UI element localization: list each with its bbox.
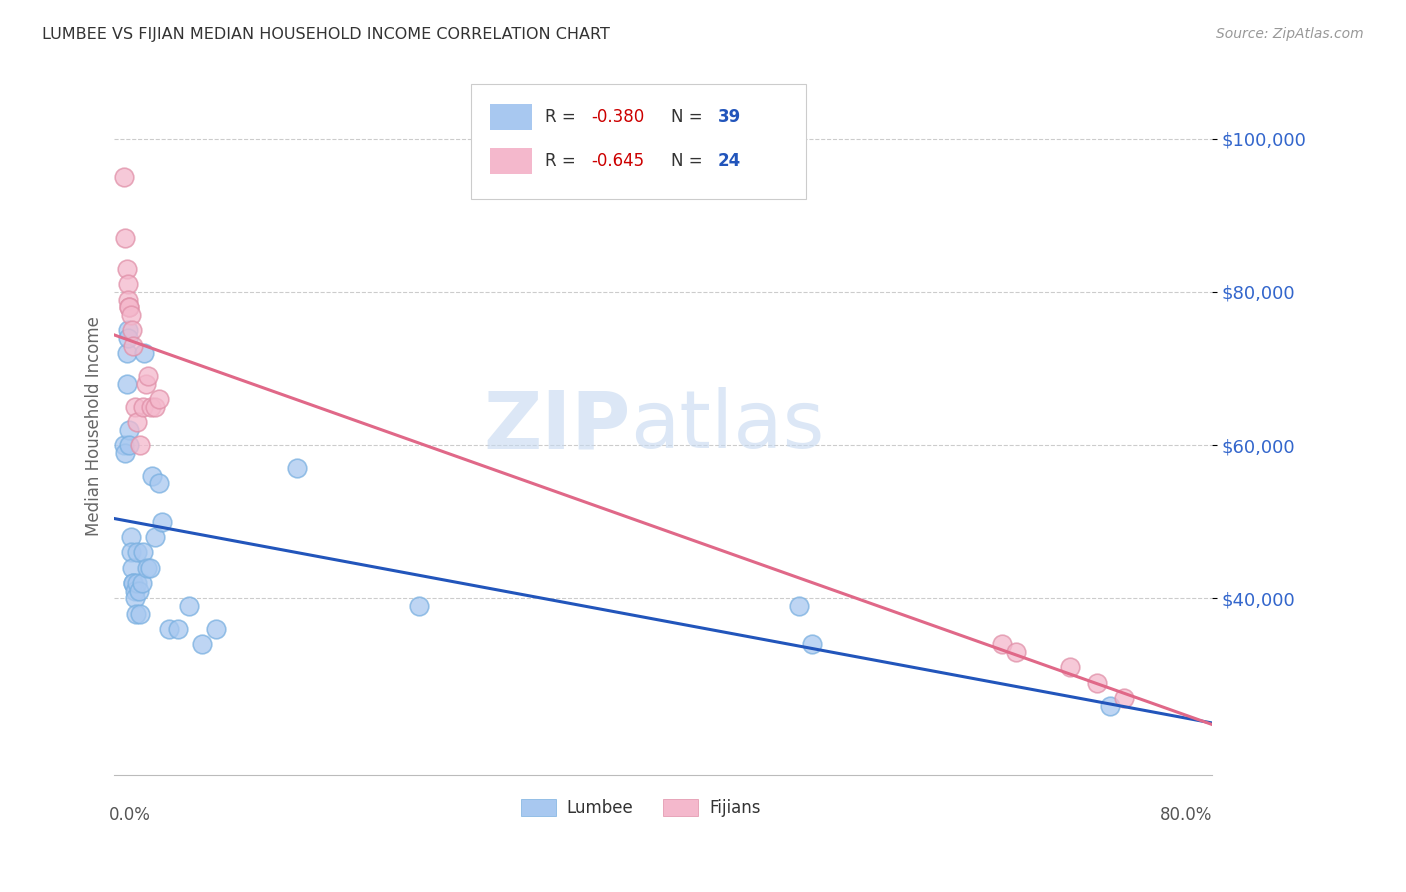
Point <box>121 323 143 337</box>
Point <box>136 369 159 384</box>
Text: atlas: atlas <box>630 387 825 465</box>
Point <box>205 622 228 636</box>
Bar <box>520 799 555 816</box>
Point <box>112 169 135 184</box>
Point <box>177 599 200 613</box>
Point <box>408 599 430 613</box>
Point <box>148 392 170 407</box>
Point <box>122 576 145 591</box>
Point <box>118 300 141 314</box>
Point <box>134 346 156 360</box>
Point <box>991 637 1014 651</box>
Point <box>801 637 824 651</box>
Point <box>148 476 170 491</box>
Point <box>131 576 153 591</box>
Point <box>139 400 162 414</box>
Point <box>118 300 141 314</box>
Point <box>114 446 136 460</box>
Point <box>127 576 149 591</box>
Text: 0.0%: 0.0% <box>108 806 150 824</box>
Point <box>1059 660 1081 674</box>
Point <box>115 346 138 360</box>
Point <box>787 599 810 613</box>
Bar <box>664 799 699 816</box>
Point <box>128 583 150 598</box>
Bar <box>489 104 531 130</box>
Point <box>117 293 139 307</box>
Point <box>120 308 142 322</box>
Point <box>114 231 136 245</box>
Point <box>125 607 148 621</box>
Point <box>167 622 190 636</box>
Text: N =: N = <box>671 153 707 170</box>
Point <box>124 583 146 598</box>
Text: R =: R = <box>544 108 581 126</box>
Point <box>132 400 155 414</box>
Point <box>120 530 142 544</box>
Text: Source: ZipAtlas.com: Source: ZipAtlas.com <box>1216 27 1364 41</box>
Point <box>124 400 146 414</box>
Point <box>122 576 145 591</box>
Point <box>117 331 139 345</box>
Point <box>120 545 142 559</box>
Text: -0.645: -0.645 <box>591 153 644 170</box>
Point <box>117 277 139 292</box>
Point <box>135 376 157 391</box>
Point <box>118 423 141 437</box>
Point <box>112 438 135 452</box>
Point <box>124 591 146 606</box>
Point <box>138 560 160 574</box>
Point <box>129 607 152 621</box>
Text: R =: R = <box>544 153 581 170</box>
Point <box>1004 645 1026 659</box>
Y-axis label: Median Household Income: Median Household Income <box>86 316 103 536</box>
Text: ZIP: ZIP <box>484 387 630 465</box>
Point <box>127 545 149 559</box>
Point <box>121 560 143 574</box>
Text: -0.380: -0.380 <box>591 108 644 126</box>
Point <box>127 415 149 429</box>
Bar <box>489 148 531 174</box>
Point <box>157 622 180 636</box>
Text: 80.0%: 80.0% <box>1160 806 1212 824</box>
Point <box>143 530 166 544</box>
Point <box>1099 698 1122 713</box>
Text: Fijians: Fijians <box>710 798 761 817</box>
Point <box>117 323 139 337</box>
Text: N =: N = <box>671 108 707 126</box>
Point <box>122 338 145 352</box>
Text: LUMBEE VS FIJIAN MEDIAN HOUSEHOLD INCOME CORRELATION CHART: LUMBEE VS FIJIAN MEDIAN HOUSEHOLD INCOME… <box>42 27 610 42</box>
Point <box>129 438 152 452</box>
Point <box>1112 690 1135 705</box>
Text: 24: 24 <box>718 153 741 170</box>
Point <box>1085 675 1108 690</box>
Point <box>191 637 214 651</box>
FancyBboxPatch shape <box>471 85 806 200</box>
Point <box>141 468 163 483</box>
Point <box>115 376 138 391</box>
Point <box>150 515 173 529</box>
Point <box>132 545 155 559</box>
Point <box>285 461 308 475</box>
Point <box>136 560 159 574</box>
Point <box>115 262 138 277</box>
Text: Lumbee: Lumbee <box>567 798 633 817</box>
Text: 39: 39 <box>718 108 741 126</box>
Point <box>118 438 141 452</box>
Point <box>143 400 166 414</box>
